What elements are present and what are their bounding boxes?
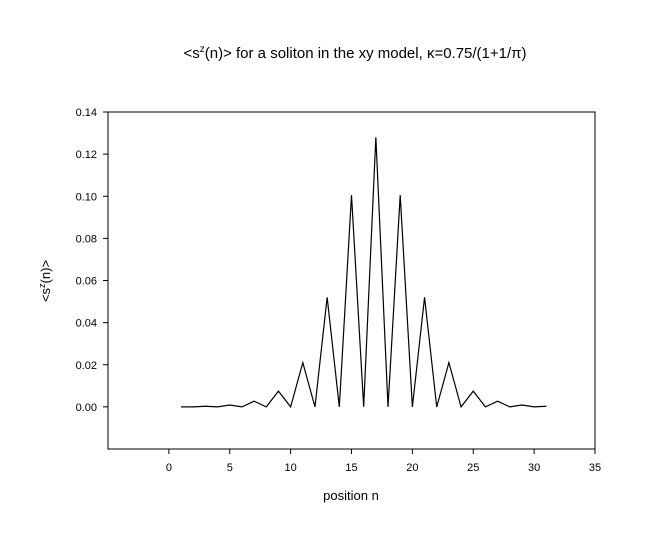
y-axis-label: <sz(n)>: [37, 260, 53, 302]
x-tick-label: 10: [285, 462, 297, 474]
y-axis-ticks: 0.00 0.02 0.04 0.06 0.08 0.10 0.12 0.14: [76, 107, 108, 414]
x-tick-label: 5: [227, 462, 233, 474]
x-tick-label: 0: [166, 462, 172, 474]
x-tick-label: 35: [589, 462, 601, 474]
x-axis-label: position n: [323, 488, 379, 503]
series-line: [181, 137, 547, 409]
y-tick-label: 0.14: [76, 107, 97, 119]
x-tick-label: 15: [345, 462, 357, 474]
y-tick-label: 0.02: [76, 360, 97, 372]
x-axis-ticks: 0 5 10 15 20 25 30 35: [166, 449, 601, 474]
y-tick-label: 0.04: [76, 318, 97, 330]
x-tick-label: 20: [406, 462, 418, 474]
y-tick-label: 0.00: [76, 402, 97, 414]
chart-title: <sz(n)> for a soliton in the xy model, κ…: [183, 44, 526, 62]
y-tick-label: 0.12: [76, 149, 97, 161]
y-tick-label: 0.10: [76, 191, 97, 203]
x-tick-label: 25: [467, 462, 479, 474]
plot-frame: [107, 111, 596, 450]
y-tick-label: 0.08: [76, 233, 97, 245]
y-tick-label: 0.06: [76, 276, 97, 288]
x-tick-label: 30: [528, 462, 540, 474]
